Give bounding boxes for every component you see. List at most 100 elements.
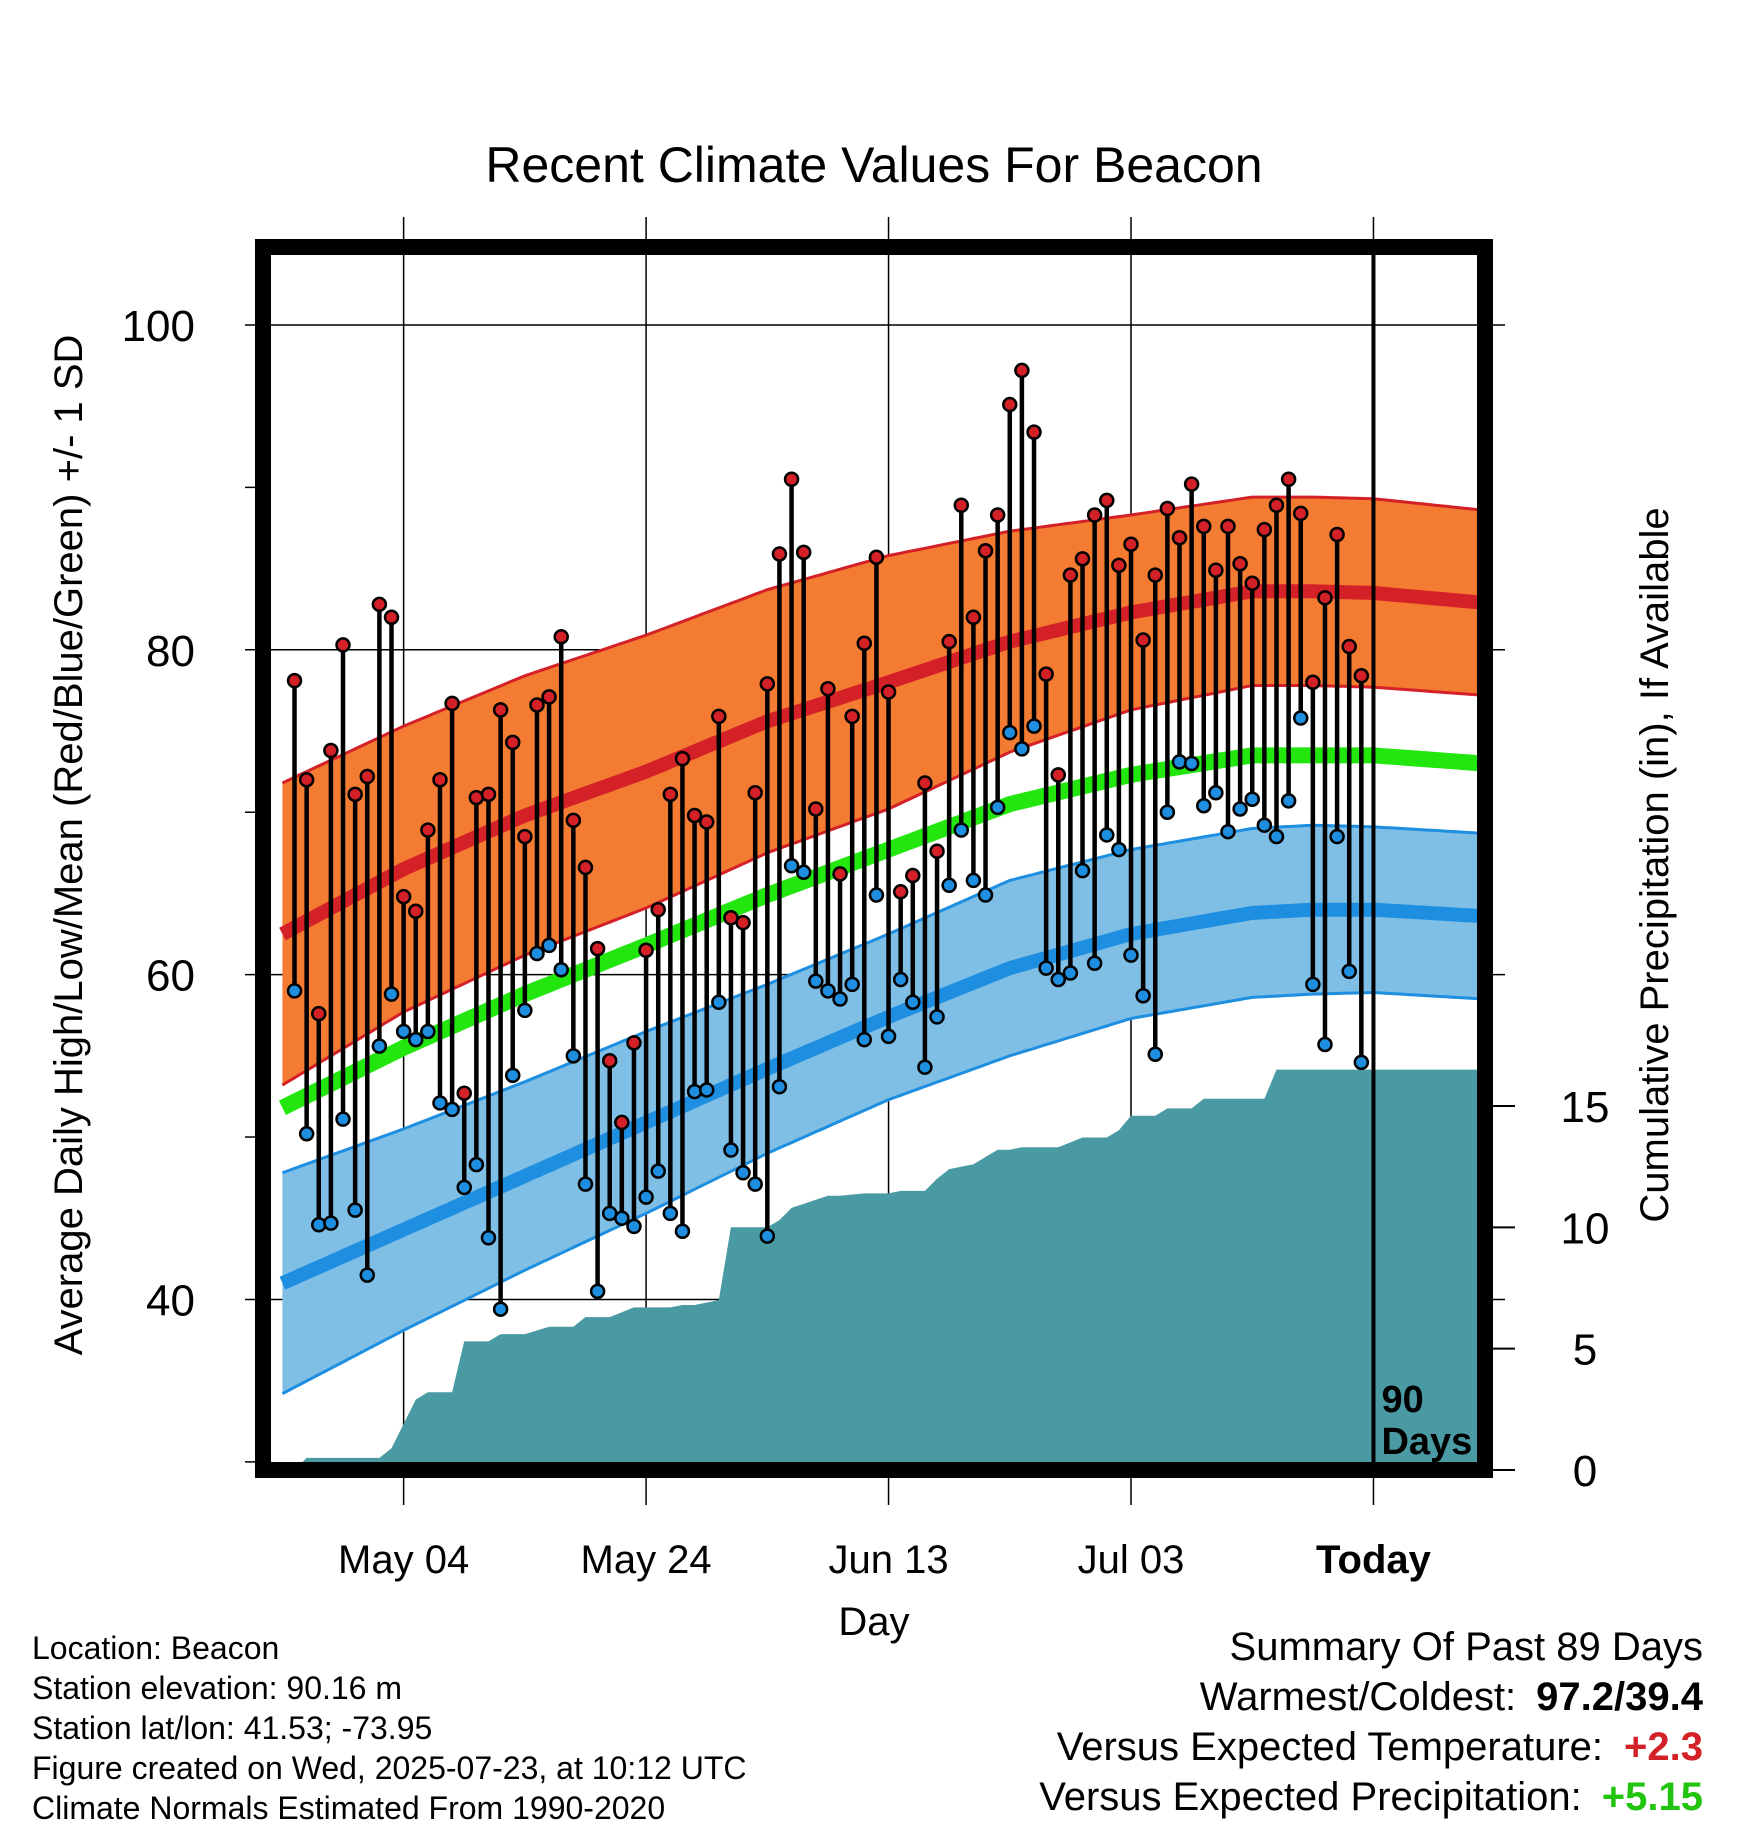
daily-low-point [1292, 710, 1309, 726]
daily-low-point [1353, 1054, 1370, 1071]
daily-high-point [614, 1114, 630, 1131]
daily-high-point [747, 784, 763, 801]
daily-high-point [711, 708, 727, 725]
summary-panel: Summary Of Past 89 Days Warmest/Coldest:… [1039, 1622, 1703, 1822]
daily-high-point [395, 888, 412, 905]
high-lower-edge [281, 684, 1483, 1087]
daily-high-point [456, 1085, 472, 1101]
daily-high-point [1317, 590, 1333, 606]
daily-high-point [1062, 567, 1079, 583]
daily-low-point [905, 994, 921, 1010]
daily-low-point [1244, 791, 1260, 807]
high-sd-band [282, 497, 1483, 1086]
y-right-tick-label: 15 [1561, 1083, 1610, 1132]
daily-observations [286, 362, 1370, 1317]
daily-high-point [1232, 555, 1248, 572]
daily-low-point [929, 1009, 945, 1025]
daily-high-point [480, 786, 497, 803]
daily-low-point [1038, 960, 1054, 976]
y-left-tick-label: 40 [146, 1276, 195, 1325]
summary-temp-row: Versus Expected Temperature: +2.3 [1039, 1722, 1703, 1772]
daily-high-point [553, 629, 569, 645]
daily-high-point [989, 507, 1006, 523]
x-axis-title: Day [838, 1600, 909, 1644]
daily-high-point [1074, 551, 1091, 567]
daily-low-point [395, 1023, 412, 1040]
daily-low-point [674, 1223, 691, 1239]
daily-high-point [735, 914, 751, 931]
precip-fill [294, 1069, 1483, 1470]
daily-low-point [662, 1205, 679, 1222]
daily-high-point [929, 843, 945, 859]
y-left-tick-label: 100 [122, 302, 195, 351]
daily-high-point [626, 1035, 642, 1051]
daily-low-point [880, 1028, 897, 1045]
daily-low-point [1135, 987, 1151, 1004]
daily-low-point [698, 1082, 715, 1098]
daily-high-point [1135, 632, 1151, 648]
daily-low-point [711, 994, 727, 1010]
daily-low-point [1014, 741, 1030, 757]
daily-low-point [638, 1189, 654, 1205]
daily-high-point [359, 768, 376, 785]
daily-high-point [577, 859, 594, 876]
normals-source-text: Climate Normals Estimated From 1990-2020 [32, 1790, 666, 1826]
daily-high-point [674, 750, 691, 767]
daily-high-point [953, 497, 970, 513]
daily-low-point [359, 1267, 376, 1283]
daily-low-point [1280, 793, 1297, 809]
warmest-value: 97.2/39.4 [1536, 1675, 1703, 1719]
daily-high-point [323, 742, 339, 759]
daily-high-point [408, 903, 424, 920]
summary-warmest-row: Warmest/Coldest: 97.2/39.4 [1039, 1672, 1703, 1722]
daily-high-point [844, 708, 860, 725]
daily-low-point [589, 1283, 606, 1300]
daily-high-point [880, 684, 897, 700]
daily-high-point [1014, 362, 1030, 379]
daily-low-point [892, 971, 909, 988]
daily-high-point [1268, 497, 1285, 513]
location-text: Location: Beacon [32, 1630, 280, 1666]
daily-low-point [286, 983, 303, 999]
daily-low-point [1232, 801, 1248, 817]
daily-low-point [1268, 828, 1285, 845]
daily-low-point [1220, 823, 1236, 840]
daily-low-point [565, 1048, 582, 1064]
daily-high-point [698, 814, 715, 830]
daily-low-point [783, 858, 800, 874]
temp-anomaly-value: +2.3 [1624, 1725, 1703, 1769]
daily-high-point [601, 1052, 618, 1069]
created-text: Figure created on Wed, 2025-07-23, at 10… [32, 1750, 747, 1786]
daily-low-point [1329, 828, 1345, 845]
daily-high-point [1050, 767, 1067, 783]
high-normal-line [279, 584, 1484, 941]
daily-high-point [1280, 471, 1297, 488]
daily-low-point [1074, 862, 1091, 879]
daily-high-point [638, 942, 654, 959]
y-left-tick-label: 60 [146, 952, 195, 1001]
daily-high-point [311, 1005, 327, 1022]
daily-low-point [504, 1067, 521, 1084]
daily-low-point [1062, 965, 1079, 981]
daily-low-point [868, 887, 885, 903]
daily-high-point [1341, 638, 1357, 655]
daily-low-point [335, 1111, 351, 1127]
daily-high-point [335, 637, 351, 653]
x-tick-label: Jun 13 [828, 1538, 948, 1582]
daily-high-point [492, 702, 509, 718]
axes: May 04 May 24 Jun 13 Jul 03 Today 40 60 80 100 0 5… [122, 302, 1610, 1582]
daily-high-point [905, 867, 921, 884]
daily-high-point [1244, 575, 1260, 591]
daily-low-point [444, 1101, 460, 1118]
y-axis-right-title: Cumulative Precipitation (in), If Availa… [1633, 507, 1677, 1222]
daily-high-point [977, 542, 994, 559]
daily-high-point [1353, 668, 1370, 684]
y-right-tick-label: 5 [1573, 1326, 1597, 1375]
summary-title: Summary Of Past 89 Days [1229, 1625, 1703, 1669]
daily-low-point [965, 872, 982, 889]
daily-low-point [420, 1023, 436, 1040]
daily-high-point [1147, 567, 1164, 583]
daily-low-point [977, 887, 994, 903]
daily-high-point [650, 901, 666, 918]
